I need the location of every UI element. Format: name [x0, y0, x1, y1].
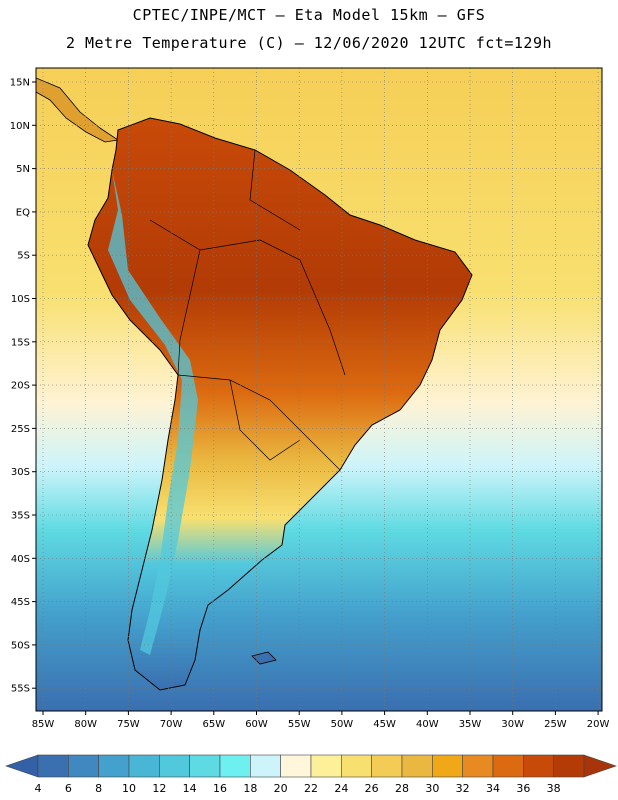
colorbar-label: 32: [455, 782, 470, 795]
colorbar-swatch: [37, 754, 69, 778]
lon-label: 75W: [117, 719, 140, 730]
lon-label: 40W: [416, 719, 439, 730]
colorbar-label: 24: [334, 782, 349, 795]
colorbar-above-arrow: [583, 754, 617, 778]
colorbar-swatch: [432, 754, 463, 778]
colorbar-swatch: [492, 754, 524, 778]
colorbar-label: 26: [364, 782, 379, 795]
colorbar-label: 30: [425, 782, 440, 795]
colorbar-label: 36: [516, 782, 531, 795]
country-borders: [149, 149, 346, 471]
lon-label: 55W: [288, 719, 311, 730]
colorbar: [5, 754, 617, 778]
colorbar-label: 8: [95, 782, 103, 795]
lon-label: 50W: [331, 719, 354, 730]
lat-label: EQ: [16, 207, 30, 218]
colorbar-swatch: [219, 754, 251, 778]
colorbar-swatch: [128, 754, 160, 778]
colorbar-swatch: [462, 754, 494, 778]
colorbar-swatch: [68, 754, 99, 778]
colorbar-label: 22: [304, 782, 318, 795]
lat-label: 10N: [10, 121, 30, 132]
lat-label: 45S: [11, 597, 30, 608]
lon-label: 65W: [202, 719, 225, 730]
lat-label: 35S: [11, 511, 30, 522]
map-frame: [35, 67, 603, 712]
lon-label: 80W: [74, 719, 97, 730]
colorbar-swatch: [98, 754, 130, 778]
lon-label: 35W: [459, 719, 482, 730]
lat-label: 20S: [11, 381, 30, 392]
latitude-labels: 15N 10N 5N EQ 5S 10S 15S 20S 25S 30S 35S 40S 45S 50S 5…: [10, 78, 36, 695]
lat-label: 5N: [16, 164, 30, 175]
lat-label: 50S: [11, 640, 30, 651]
colorbar-swatch: [159, 754, 190, 778]
lon-label: 20W: [587, 719, 610, 730]
lon-label: 60W: [245, 719, 268, 730]
colorbar-swatch: [341, 754, 372, 778]
colorbar-label: 16: [213, 782, 227, 795]
colorbar-swatch: [280, 754, 312, 778]
colorbar-label: 10: [122, 782, 136, 795]
lat-label: 15S: [11, 337, 30, 348]
lat-label: 10S: [11, 294, 30, 305]
colorbar-below-arrow: [5, 754, 39, 778]
lon-label: 30W: [501, 719, 524, 730]
south-america-land: [87, 117, 473, 691]
lat-label: 30S: [11, 467, 30, 478]
lat-label: 25S: [11, 424, 30, 435]
colorbar-swatch: [371, 754, 403, 778]
colorbar-swatch: [310, 754, 342, 778]
colorbar-label: 20: [273, 782, 288, 795]
colorbar-swatch: [250, 754, 281, 778]
lon-label: 25W: [544, 719, 567, 730]
colorbar-label: 38: [546, 782, 561, 795]
lat-label: 15N: [10, 78, 30, 89]
colorbar-label: 28: [395, 782, 409, 795]
colorbar-swatch: [401, 754, 433, 778]
lat-label: 55S: [11, 684, 30, 695]
colorbar-swatch: [523, 754, 554, 778]
lat-label: 5S: [17, 251, 30, 262]
lon-label: 70W: [160, 719, 183, 730]
colorbar-label: 12: [152, 782, 167, 795]
falkland-islands: [251, 651, 277, 665]
colorbar-label: 4: [34, 782, 42, 795]
central-america: [36, 77, 120, 143]
title-line-1: CPTEC/INPE/MCT — Eta Model 15km — GFS: [132, 6, 486, 24]
andes-cool-zone: [108, 170, 198, 655]
colorbar-label: 14: [182, 782, 197, 795]
colorbar-swatch: [553, 754, 585, 778]
title-line-2: 2 Metre Temperature (C) — 12/06/2020 12U…: [65, 34, 553, 52]
colorbar-label: 6: [64, 782, 72, 795]
colorbar-label: 34: [486, 782, 500, 795]
lat-label: 40S: [11, 554, 30, 565]
lon-label: 45W: [373, 719, 396, 730]
colorbar-swatch: [189, 754, 221, 778]
colorbar-label: 18: [243, 782, 258, 795]
longitude-labels: 85W 80W 75W 70W 65W 60W 55W 50W 45W 40W 35W 30W 25W 2…: [32, 711, 610, 730]
lon-label: 85W: [32, 719, 55, 730]
